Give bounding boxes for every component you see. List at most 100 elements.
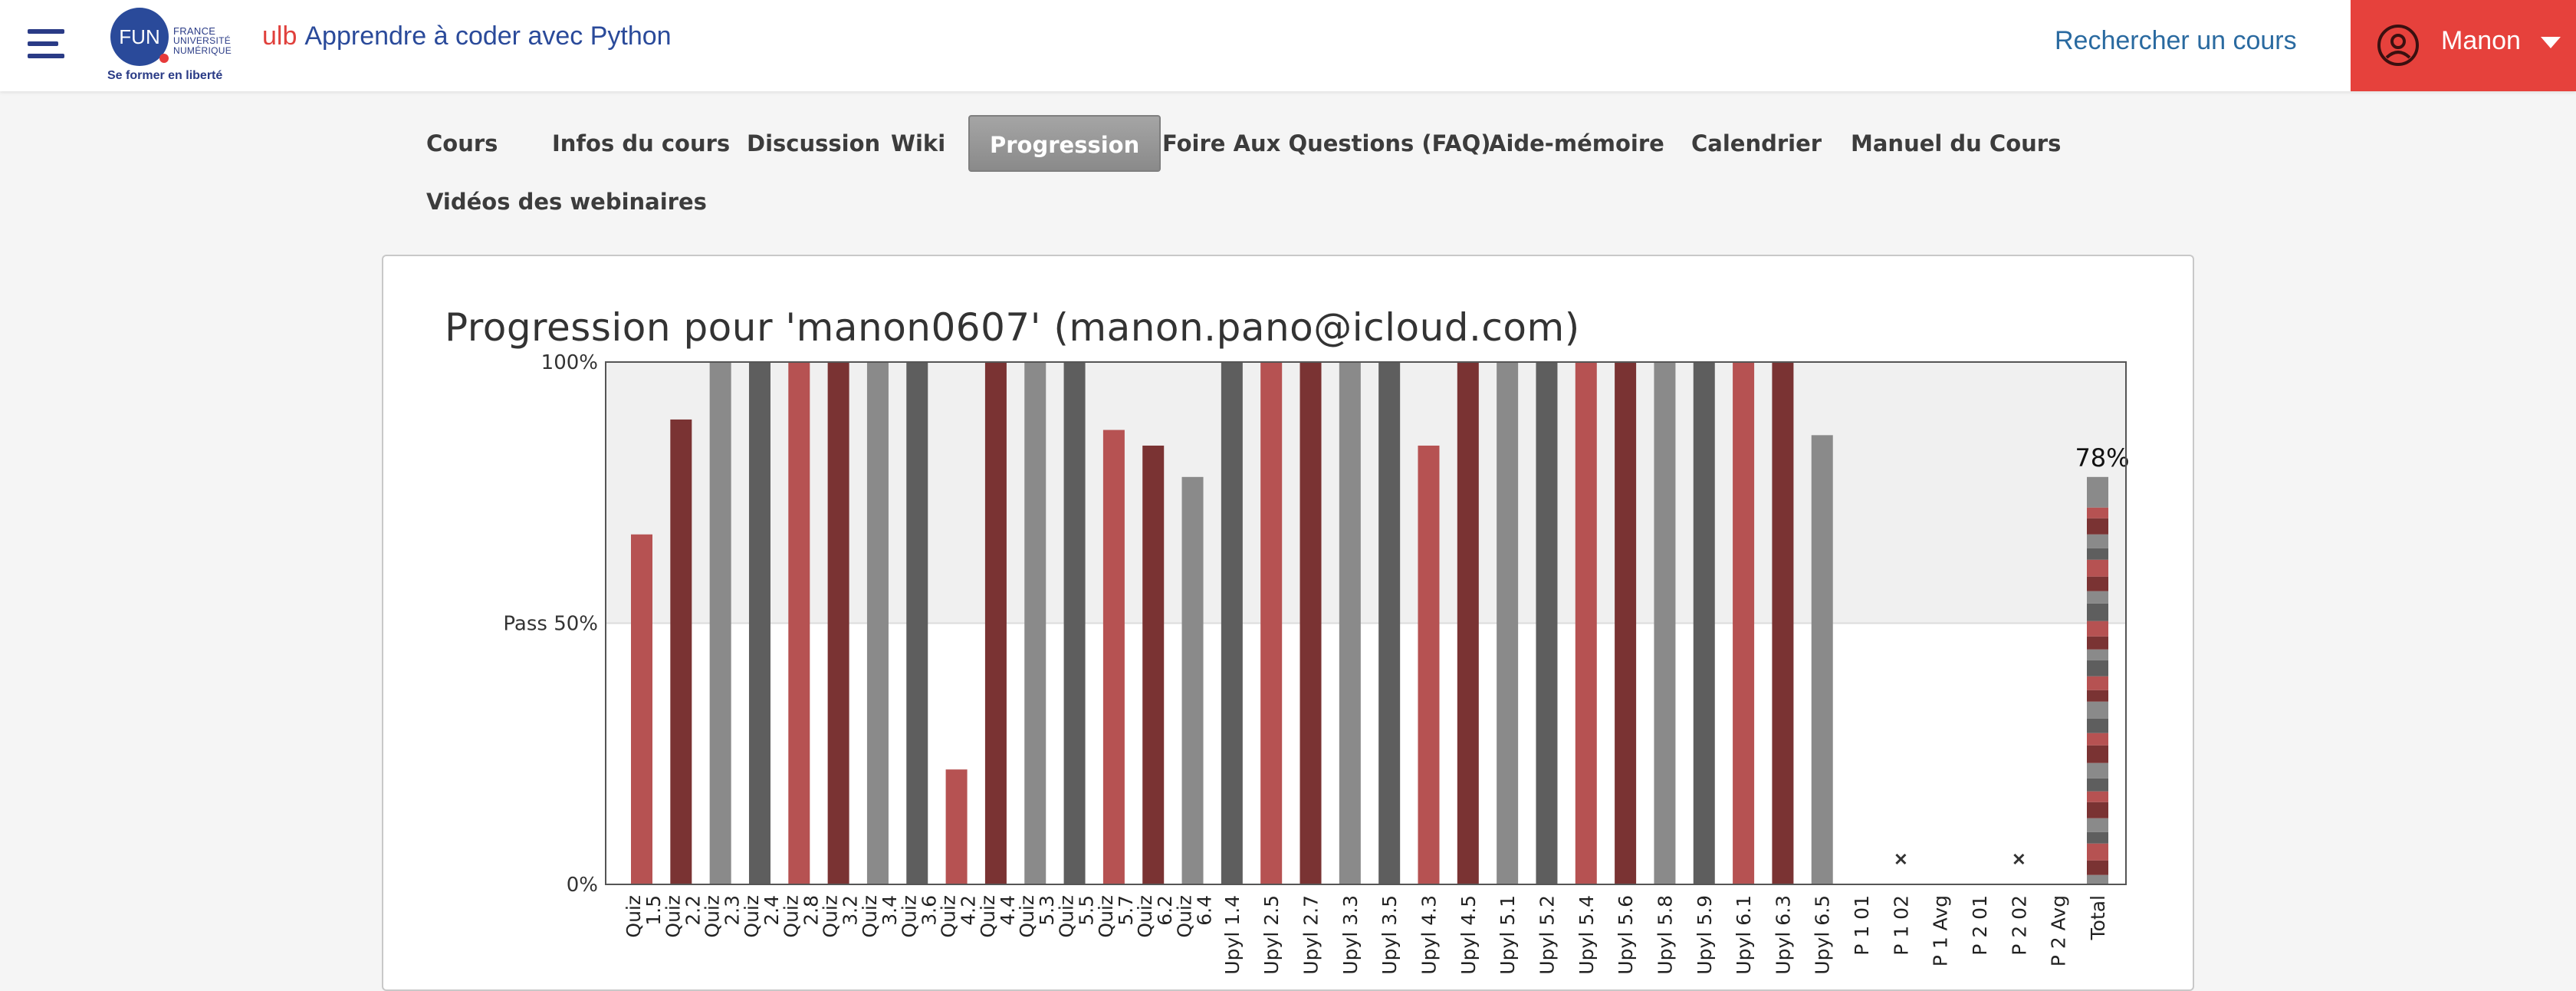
total-bar-segment [2087,831,2108,844]
x-tick-label: Upyl 6.5 [1812,895,1834,975]
x-tick-label: Upyl 2.5 [1260,895,1283,975]
chevron-down-icon [2541,37,2561,48]
site-header: FUN FRANCE UNIVERSITÉ NUMÉRIQUE Se forme… [0,0,2576,91]
total-bar-segment [2087,676,2108,690]
score-bar [670,419,692,884]
x-tick-label: Quiz [820,895,842,938]
x-tick-label: Quiz [859,895,881,938]
tab-faq[interactable]: Foire Aux Questions (FAQ) [1162,130,1491,156]
score-bar [1772,362,1794,884]
total-bar-segment [2087,802,2108,818]
total-bar-segment [2087,476,2108,508]
missing-score-marker [1895,853,1907,865]
score-bar [1811,435,1833,884]
score-bar [1063,362,1086,884]
score-bar [1339,362,1361,884]
total-bar-segment [2087,507,2108,519]
course-org: ulb [262,21,297,51]
x-tick-label: 3.2 [840,895,862,926]
y-tick-label: 100% [541,351,598,374]
tab-videos-des-webinaires[interactable]: Vidéos des webinaires [426,189,707,215]
x-tick-label: Quiz [662,895,684,938]
score-bar [748,362,770,884]
score-bar [1693,362,1715,884]
x-tick-label: P 2 01 [1969,895,1991,956]
total-bar-segment [2087,860,2108,875]
plot-frame [605,361,2127,885]
score-bar [631,534,652,884]
x-tick-label: Quiz [780,895,802,938]
score-bar [1300,362,1322,884]
x-tick-label: Upyl 6.3 [1772,895,1794,975]
total-bar-segment [2087,778,2108,792]
score-bar [1575,362,1597,884]
score-bar [1221,362,1243,884]
x-tick-label: P 1 Avg [1930,895,1952,966]
score-bar [1142,445,1165,884]
x-tick-label: P 2 02 [2008,895,2030,956]
tab-calendrier[interactable]: Calendrier [1691,130,1822,156]
x-tick-label: Quiz [1134,895,1156,938]
total-bar-segment [2087,591,2108,604]
menu-icon[interactable] [28,29,64,58]
x-tick-label: Upyl 5.4 [1576,895,1598,975]
course-name: Apprendre à coder avec Python [304,21,672,51]
tab-infos-du-cours[interactable]: Infos du cours [552,130,731,156]
total-bar-segment [2087,559,2108,577]
x-tick-label: Quiz [977,895,999,938]
score-bar [1536,362,1558,884]
x-tick-label: Upyl 1.4 [1221,895,1244,975]
tab-progression[interactable]: Progression [968,115,1162,172]
fun-logo[interactable]: FUN FRANCE UNIVERSITÉ NUMÉRIQUE Se forme… [107,8,242,84]
x-tick-label: Upyl 4.5 [1457,895,1480,975]
y-tick-label: 0% [567,874,598,897]
user-name: Manon [2441,26,2521,55]
y-tick-label: Pass 50% [503,613,598,636]
x-tick-label: Upyl 6.1 [1733,895,1755,975]
x-tick-label: 3.6 [918,895,940,926]
tab-aide-memoire[interactable]: Aide-mémoire [1489,130,1664,156]
x-tick-label: Quiz [741,895,763,938]
score-bar [1260,362,1283,884]
x-tick-label: Upyl 3.3 [1339,895,1362,975]
score-bar [1654,362,1676,884]
x-tick-label: Quiz [702,895,724,938]
tab-cours[interactable]: Cours [426,130,498,156]
x-tick-label: Upyl 5.8 [1654,895,1676,975]
x-tick-label: Upyl 5.2 [1536,895,1558,975]
above-pass-region [606,362,2126,624]
total-bar-segment [2087,649,2108,660]
fun-logo-circle: FUN [110,8,169,66]
x-tick-label: 2.2 [682,895,704,926]
total-bar-segment [2087,762,2108,779]
total-value-label: 78% [2075,443,2129,472]
x-tick-label: Quiz [1174,895,1196,938]
x-tick-label: Quiz [938,895,960,938]
total-bar-segment [2087,518,2108,535]
score-bar [906,362,928,884]
total-bar-segment [2087,874,2108,884]
search-courses-link[interactable]: Rechercher un cours [2055,26,2297,55]
tab-wiki[interactable]: Wiki [891,130,946,156]
tab-discussion[interactable]: Discussion [747,130,881,156]
x-tick-label: Upyl 3.5 [1378,895,1401,975]
score-bar [1733,362,1755,884]
x-tick-label: P 1 01 [1851,895,1873,956]
x-tick-label: 4.2 [958,895,980,926]
x-tick-label: Quiz [1056,895,1078,938]
user-menu-button[interactable]: Manon [2351,0,2576,91]
x-tick-label: Quiz [1016,895,1038,938]
course-title[interactable]: ulb Apprendre à coder avec Python [262,21,672,51]
x-tick-label: Upyl 4.3 [1418,895,1440,975]
tab-manuel-du-cours[interactable]: Manuel du Cours [1851,130,2062,156]
x-tick-label: Quiz [898,895,920,938]
x-tick-label: 2.3 [721,895,744,926]
missing-score-marker [2013,853,2025,865]
score-bar [984,362,1007,884]
score-bar [709,362,731,884]
logo-dot [159,54,169,63]
total-bar [2087,476,2108,884]
total-bar-segment [2087,701,2108,719]
total-bar-segment [2087,843,2108,861]
x-tick-label: 4.4 [997,895,1019,926]
